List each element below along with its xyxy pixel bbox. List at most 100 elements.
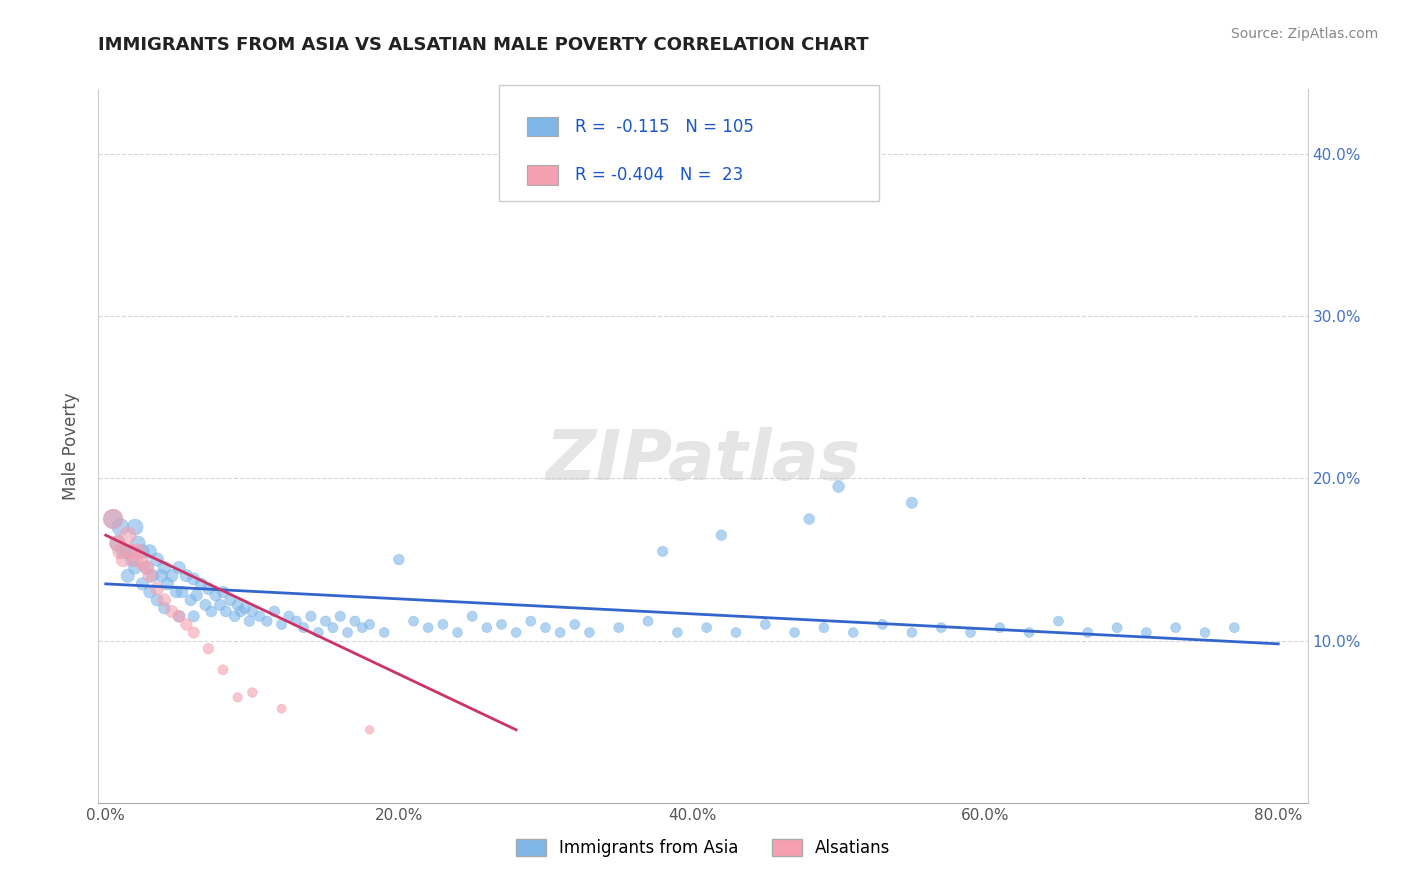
Point xyxy=(183,572,205,586)
Point xyxy=(197,641,219,656)
Point xyxy=(124,520,146,534)
Point xyxy=(256,614,278,628)
Point xyxy=(212,663,235,677)
Point xyxy=(263,604,285,618)
Point xyxy=(446,625,468,640)
Point xyxy=(988,621,1011,635)
Point xyxy=(124,560,146,574)
Point xyxy=(101,512,124,526)
Point xyxy=(121,544,143,558)
Point xyxy=(240,685,263,699)
Point xyxy=(131,544,153,558)
Point xyxy=(1077,625,1099,640)
Point xyxy=(209,598,232,612)
Point xyxy=(117,568,139,582)
Point xyxy=(176,568,198,582)
Point xyxy=(153,601,176,615)
Point xyxy=(1194,625,1216,640)
Point xyxy=(901,496,924,510)
Point xyxy=(813,621,835,635)
Text: R =  -0.115   N = 105: R = -0.115 N = 105 xyxy=(575,118,754,136)
Point xyxy=(226,690,249,705)
Point xyxy=(1105,621,1128,635)
Point xyxy=(240,604,263,618)
Point xyxy=(107,536,129,550)
Point xyxy=(160,568,183,582)
Point xyxy=(359,723,381,737)
Point xyxy=(197,582,219,596)
Point xyxy=(153,593,176,607)
Point xyxy=(1164,621,1187,635)
Point xyxy=(200,604,222,618)
Point xyxy=(138,568,160,582)
Point xyxy=(1135,625,1157,640)
Text: IMMIGRANTS FROM ASIA VS ALSATIAN MALE POVERTY CORRELATION CHART: IMMIGRANTS FROM ASIA VS ALSATIAN MALE PO… xyxy=(98,36,869,54)
Point xyxy=(180,593,202,607)
Point xyxy=(167,560,190,574)
Point xyxy=(278,609,301,624)
Point xyxy=(343,614,366,628)
Point xyxy=(150,568,173,582)
Point xyxy=(432,617,454,632)
Point xyxy=(315,614,337,628)
Point xyxy=(402,614,425,628)
Text: R = -0.404   N =  23: R = -0.404 N = 23 xyxy=(575,166,744,184)
Point xyxy=(101,512,124,526)
Point xyxy=(131,577,153,591)
Point xyxy=(165,585,187,599)
Point xyxy=(215,604,238,618)
Point xyxy=(229,604,252,618)
Legend: Immigrants from Asia, Alsatians: Immigrants from Asia, Alsatians xyxy=(508,831,898,866)
Point xyxy=(204,588,226,602)
Point xyxy=(160,604,183,618)
Point xyxy=(329,609,352,624)
Point xyxy=(901,625,924,640)
Point xyxy=(270,702,292,716)
Point xyxy=(388,552,411,566)
Point xyxy=(167,609,190,624)
Point xyxy=(373,625,395,640)
Point xyxy=(475,621,498,635)
Point xyxy=(359,617,381,632)
Point xyxy=(110,520,132,534)
Text: Source: ZipAtlas.com: Source: ZipAtlas.com xyxy=(1230,27,1378,41)
Point xyxy=(842,625,865,640)
Point xyxy=(127,536,149,550)
Point xyxy=(238,614,260,628)
Point xyxy=(190,577,212,591)
Point xyxy=(212,585,235,599)
Point xyxy=(117,528,139,542)
Point xyxy=(219,593,242,607)
Point xyxy=(799,512,821,526)
Point xyxy=(142,568,165,582)
Point xyxy=(194,598,217,612)
Point xyxy=(607,621,630,635)
Point xyxy=(112,552,135,566)
Point xyxy=(110,544,132,558)
Point xyxy=(666,625,689,640)
Point xyxy=(107,536,129,550)
Point xyxy=(176,617,198,632)
Point xyxy=(1018,625,1040,640)
Point xyxy=(156,577,179,591)
Point xyxy=(418,621,440,635)
Point xyxy=(112,544,135,558)
Point xyxy=(959,625,981,640)
Point xyxy=(336,625,359,640)
Point xyxy=(131,556,153,570)
Point xyxy=(710,528,733,542)
Point xyxy=(124,552,146,566)
Point xyxy=(285,614,308,628)
Y-axis label: Male Poverty: Male Poverty xyxy=(62,392,80,500)
Point xyxy=(127,544,149,558)
Point xyxy=(226,598,249,612)
Point xyxy=(696,621,718,635)
Point xyxy=(233,601,256,615)
Point xyxy=(270,617,292,632)
Point xyxy=(564,617,586,632)
Point xyxy=(505,625,527,640)
Point xyxy=(783,625,806,640)
Point xyxy=(1047,614,1070,628)
Point xyxy=(153,560,176,574)
Point xyxy=(299,609,322,624)
